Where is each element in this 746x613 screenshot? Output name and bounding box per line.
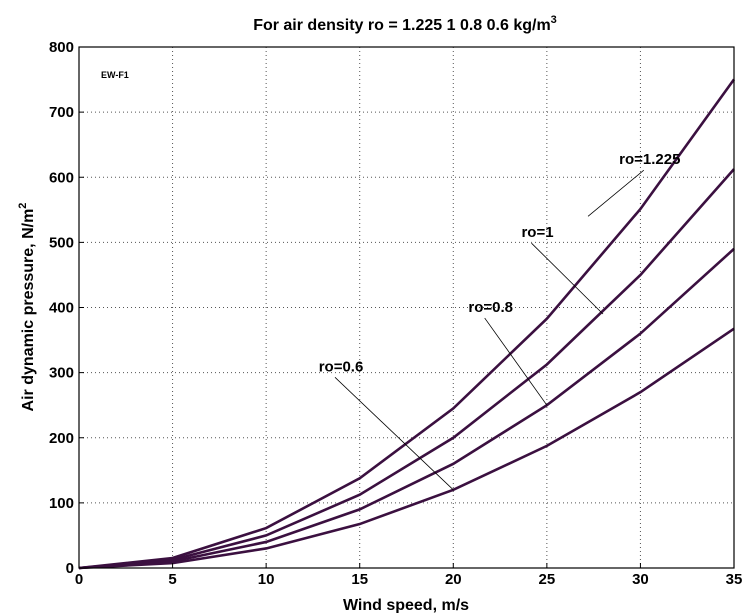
y-axis-label: Air dynamic pressure, N/m2	[17, 203, 37, 412]
y-tick-label: 300	[49, 365, 74, 382]
y-tick-label: 500	[49, 234, 74, 251]
series-line-1	[78, 168, 735, 570]
series-label-1: ro=1	[521, 224, 553, 241]
series-line-3	[78, 327, 735, 570]
x-tick-label: 10	[258, 571, 275, 588]
series-line-2	[78, 247, 735, 570]
curves	[78, 78, 736, 570]
y-tick-label: 600	[49, 169, 74, 186]
series-leader-0	[587, 169, 645, 217]
x-tick-label: 0	[75, 571, 83, 588]
chart-title: For air density ro = 1.225 1 0.8 0.6 kg/…	[253, 14, 557, 34]
series-leader-1	[531, 242, 604, 315]
curve-labels: ro=1.225 ro=1 ro=0.8 ro=0.6	[319, 151, 680, 491]
y-tick-label: 200	[49, 430, 74, 447]
x-tick-label: 35	[726, 571, 743, 588]
series-label-2: ro=0.8	[468, 299, 513, 316]
x-tick-label: 20	[445, 571, 462, 588]
y-tick-label: 0	[66, 560, 74, 577]
x-tick-label: 25	[539, 571, 556, 588]
ew-f1-annotation: EW-F1	[101, 70, 129, 80]
series-label-0: ro=1.225	[619, 151, 680, 168]
x-tick-label: 30	[632, 571, 649, 588]
x-tick-label: 15	[351, 571, 368, 588]
x-axis-label: Wind speed, m/s	[343, 597, 469, 613]
series-leader-2	[484, 317, 548, 406]
series-line-0	[78, 78, 736, 570]
y-tick-label: 800	[49, 39, 74, 56]
y-tick-label: 100	[49, 495, 74, 512]
y-tick-label: 700	[49, 104, 74, 121]
series-leader-3	[334, 377, 454, 491]
chart-title-superscript: 3	[551, 14, 557, 26]
y-axis-label-superscript: 2	[17, 203, 29, 209]
tick-labels: 0 5 10 15 20 25 30 35 0 100 200 300 400 500 600 700 800	[49, 39, 742, 588]
x-tick-label: 5	[168, 571, 176, 588]
series-label-3: ro=0.6	[319, 358, 364, 375]
grid	[79, 47, 734, 568]
y-tick-label: 400	[49, 300, 74, 317]
